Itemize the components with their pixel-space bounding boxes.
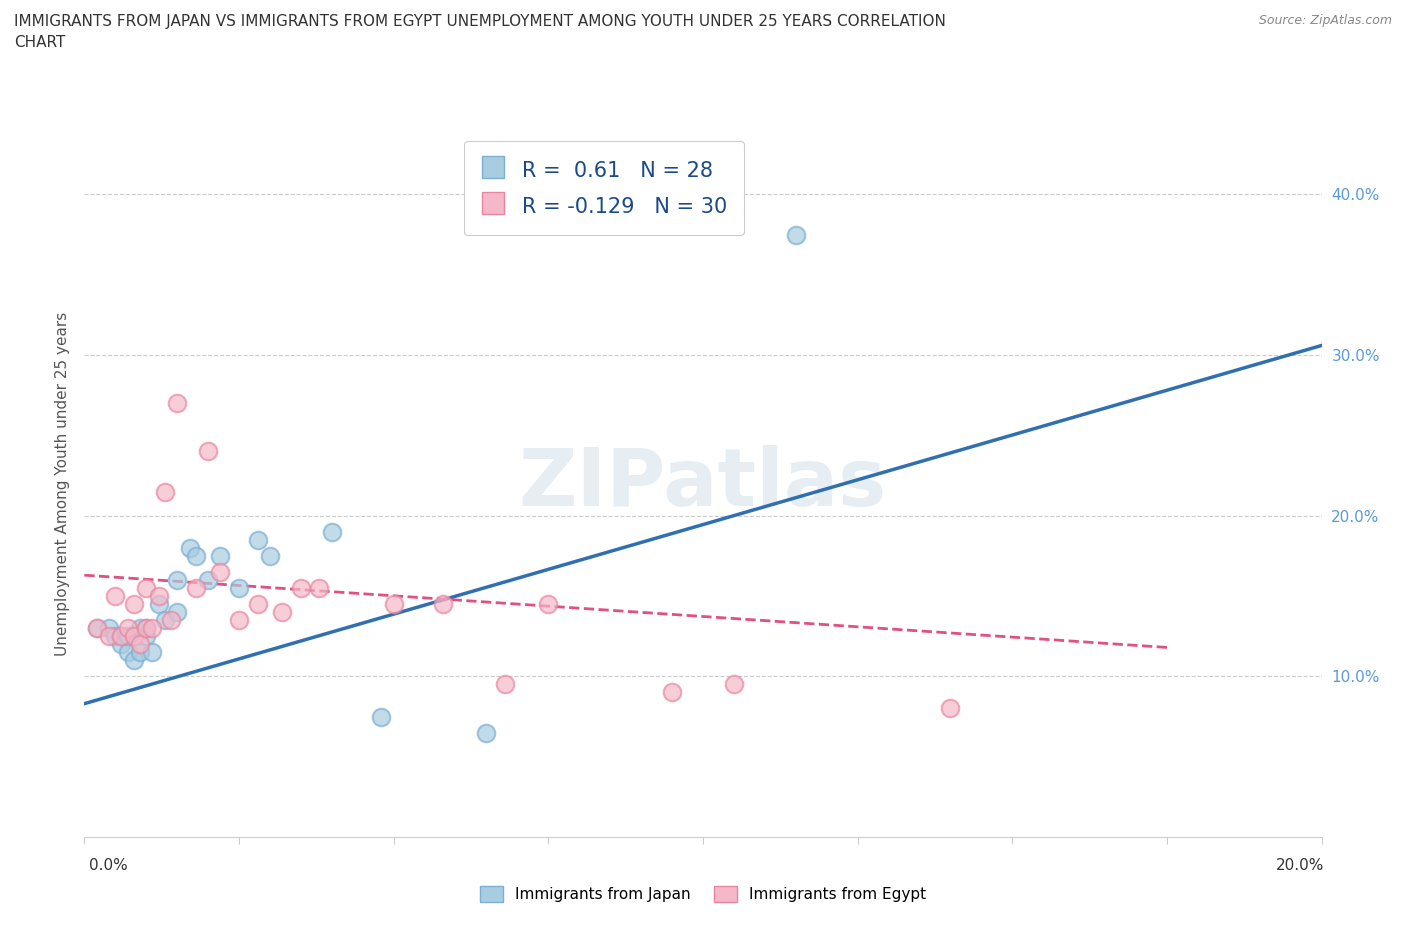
Text: ZIPatlas: ZIPatlas — [519, 445, 887, 523]
Legend: Immigrants from Japan, Immigrants from Egypt: Immigrants from Japan, Immigrants from E… — [474, 880, 932, 909]
Point — [104, 629, 127, 644]
Point — [537, 597, 560, 612]
Point — [141, 620, 163, 635]
Point — [661, 685, 683, 700]
Point — [153, 485, 176, 499]
Point — [122, 597, 145, 612]
Point — [271, 604, 294, 619]
Point — [135, 629, 157, 644]
Point — [228, 613, 250, 628]
Point — [494, 677, 516, 692]
Point — [135, 620, 157, 635]
Point — [117, 644, 139, 659]
Point — [110, 629, 132, 644]
Point — [129, 637, 152, 652]
Point — [110, 637, 132, 652]
Point — [104, 589, 127, 604]
Point — [86, 620, 108, 635]
Point — [141, 644, 163, 659]
Point — [259, 549, 281, 564]
Point — [135, 580, 157, 595]
Point — [321, 525, 343, 539]
Point — [117, 620, 139, 635]
Point — [184, 580, 207, 595]
Point — [117, 629, 139, 644]
Point — [308, 580, 330, 595]
Point — [98, 629, 121, 644]
Point — [382, 597, 405, 612]
Point — [110, 629, 132, 644]
Point — [209, 565, 232, 579]
Point — [370, 709, 392, 724]
Point — [166, 396, 188, 411]
Text: Source: ZipAtlas.com: Source: ZipAtlas.com — [1258, 14, 1392, 27]
Point — [122, 629, 145, 644]
Point — [475, 725, 498, 740]
Point — [129, 644, 152, 659]
Point — [246, 532, 269, 547]
Point — [197, 444, 219, 458]
Point — [228, 580, 250, 595]
Point — [785, 227, 807, 242]
Point — [135, 620, 157, 635]
Text: 20.0%: 20.0% — [1277, 857, 1324, 872]
Text: 0.0%: 0.0% — [89, 857, 128, 872]
Point — [290, 580, 312, 595]
Point — [122, 653, 145, 668]
Text: CHART: CHART — [14, 35, 66, 50]
Point — [166, 573, 188, 588]
Point — [86, 620, 108, 635]
Point — [197, 573, 219, 588]
Legend: R =  0.61   N = 28, R = -0.129   N = 30: R = 0.61 N = 28, R = -0.129 N = 30 — [464, 140, 744, 235]
Point — [153, 613, 176, 628]
Point — [246, 597, 269, 612]
Point — [166, 604, 188, 619]
Point — [148, 589, 170, 604]
Point — [432, 597, 454, 612]
Point — [209, 549, 232, 564]
Point — [148, 597, 170, 612]
Point — [160, 613, 183, 628]
Point — [184, 549, 207, 564]
Text: IMMIGRANTS FROM JAPAN VS IMMIGRANTS FROM EGYPT UNEMPLOYMENT AMONG YOUTH UNDER 25: IMMIGRANTS FROM JAPAN VS IMMIGRANTS FROM… — [14, 14, 946, 29]
Point — [939, 701, 962, 716]
Point — [129, 620, 152, 635]
Point — [98, 620, 121, 635]
Point — [179, 540, 201, 555]
Point — [723, 677, 745, 692]
Y-axis label: Unemployment Among Youth under 25 years: Unemployment Among Youth under 25 years — [55, 312, 70, 656]
